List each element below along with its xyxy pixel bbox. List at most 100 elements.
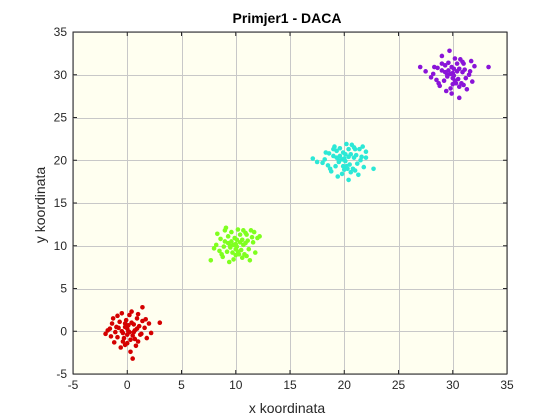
y-tick-label: 25 (54, 111, 68, 125)
axis-ticks: -5 0 5 10 15 20 25 30 35 -5 0 5 10 15 20 25 30 35 (54, 25, 514, 392)
data-point (224, 249, 230, 255)
data-point (452, 78, 458, 84)
data-point (211, 246, 217, 251)
data-point (231, 242, 236, 248)
data-point (326, 151, 332, 156)
data-point (226, 259, 232, 265)
data-point (109, 321, 115, 326)
data-point (458, 57, 463, 62)
y-tick-label: 15 (54, 196, 68, 210)
data-point (135, 311, 141, 317)
x-tick-label: -5 (68, 378, 79, 392)
data-point (229, 229, 234, 235)
data-point (448, 71, 453, 77)
data-point (119, 310, 125, 316)
data-point (450, 81, 456, 87)
data-point (327, 166, 333, 172)
data-point (363, 155, 369, 160)
cluster-4 (417, 48, 491, 101)
data-point (257, 234, 262, 239)
y-tick-label: 0 (60, 324, 67, 338)
data-point (361, 164, 367, 170)
data-point (346, 146, 351, 152)
cluster-3 (310, 141, 376, 183)
data-point (142, 325, 147, 331)
data-point (118, 345, 124, 350)
data-point (127, 312, 132, 318)
data-point (108, 334, 114, 339)
data-point (208, 257, 214, 263)
y-tick-label: 35 (54, 25, 68, 39)
data-point (122, 324, 128, 330)
data-point (129, 309, 134, 314)
data-point (454, 69, 460, 74)
data-point (241, 228, 246, 233)
data-point (428, 75, 434, 80)
data-point (217, 248, 222, 254)
data-point (447, 48, 452, 54)
data-point (213, 242, 219, 248)
data-point (446, 60, 451, 66)
data-point (461, 61, 466, 66)
data-point (348, 169, 354, 175)
data-point (251, 229, 257, 235)
data-point (133, 343, 139, 349)
data-point (134, 326, 140, 331)
data-point (351, 155, 357, 160)
data-point (349, 142, 355, 148)
data-point (436, 81, 441, 86)
data-point (439, 53, 445, 59)
data-point (218, 236, 223, 242)
data-point (357, 146, 362, 152)
cluster-2 (208, 225, 262, 265)
data-point (466, 72, 472, 78)
data-point (222, 228, 228, 233)
data-point (247, 257, 253, 263)
data-point (139, 331, 144, 337)
y-axis-label: y koordinata (32, 167, 48, 243)
data-point (352, 146, 358, 152)
data-point (434, 77, 439, 83)
data-point (148, 330, 154, 336)
data-point (132, 336, 138, 342)
data-point (454, 61, 460, 66)
data-point (111, 340, 117, 345)
data-point (237, 240, 243, 245)
data-point (459, 81, 464, 86)
data-point (337, 145, 343, 151)
x-tick-label: 20 (338, 378, 352, 392)
data-point (107, 326, 113, 331)
data-point (235, 249, 241, 255)
data-point (310, 156, 316, 161)
data-point (246, 246, 252, 252)
data-point (143, 316, 148, 322)
data-point (435, 65, 440, 71)
data-point (344, 141, 349, 147)
data-point (225, 234, 231, 239)
data-point (130, 356, 135, 361)
data-point (341, 167, 347, 172)
data-point (237, 232, 243, 237)
data-point (452, 56, 458, 61)
y-tick-label: 30 (54, 68, 68, 82)
data-points (103, 48, 491, 361)
x-tick-label: 35 (500, 378, 514, 392)
data-point (146, 321, 152, 326)
data-point (230, 250, 235, 255)
data-point (346, 177, 351, 183)
x-tick-label: 0 (124, 378, 131, 392)
data-point (334, 155, 339, 160)
x-tick-label: 15 (283, 378, 297, 392)
data-point (346, 154, 351, 160)
x-tick-label: 5 (178, 378, 185, 392)
data-point (325, 163, 331, 168)
data-point (225, 240, 231, 246)
data-point (157, 320, 163, 326)
data-point (250, 240, 256, 245)
data-point (314, 159, 320, 165)
data-point (460, 69, 465, 75)
data-point (128, 337, 133, 343)
data-point (344, 163, 349, 169)
data-point (358, 157, 363, 163)
